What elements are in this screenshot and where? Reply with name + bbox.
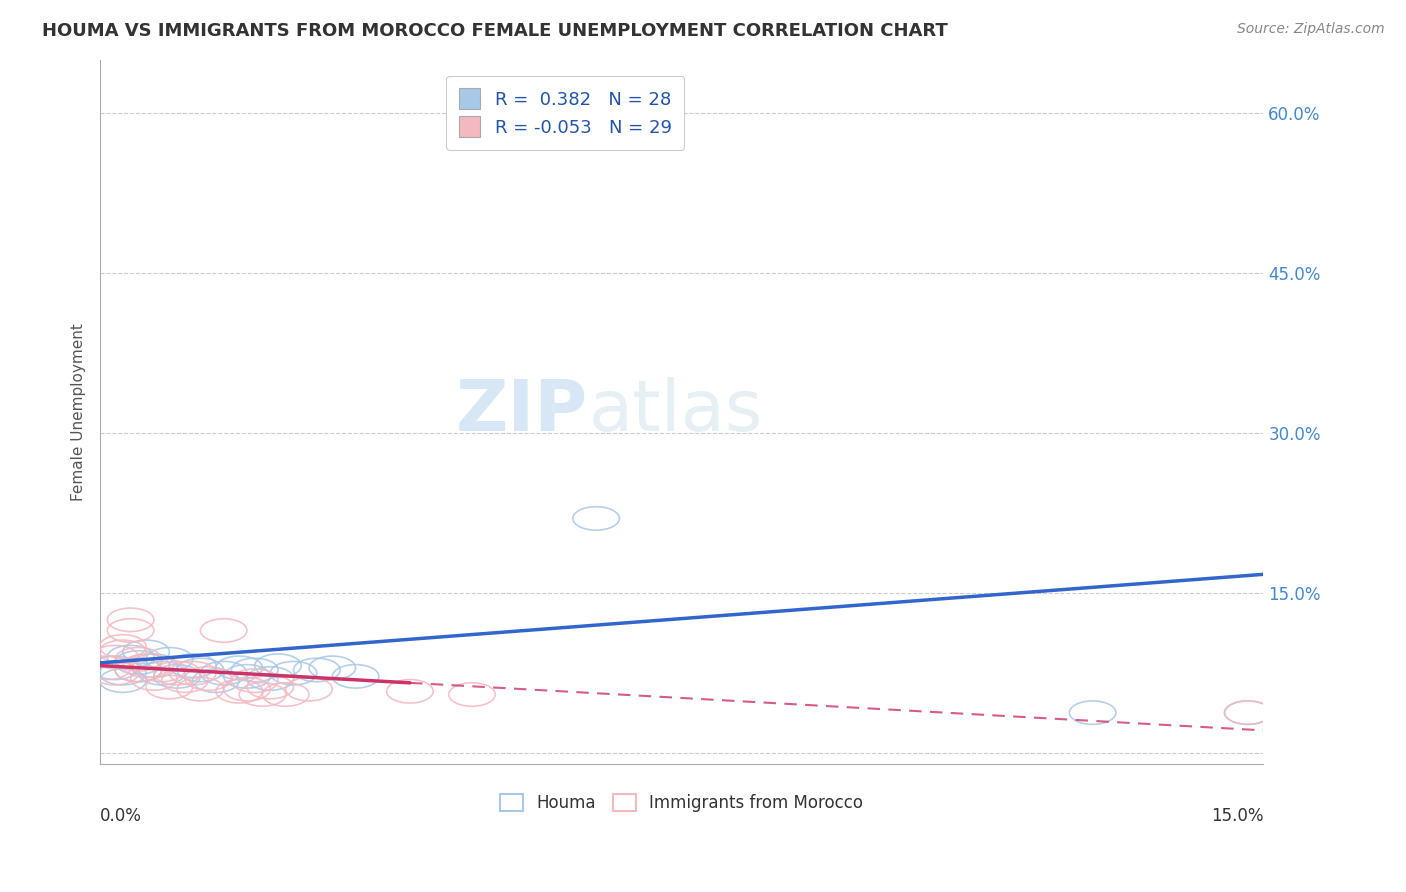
Text: 0.0%: 0.0%: [100, 806, 142, 824]
Text: atlas: atlas: [588, 377, 762, 446]
Text: 15.0%: 15.0%: [1211, 806, 1264, 824]
Text: HOUMA VS IMMIGRANTS FROM MOROCCO FEMALE UNEMPLOYMENT CORRELATION CHART: HOUMA VS IMMIGRANTS FROM MOROCCO FEMALE …: [42, 22, 948, 40]
Legend: Houma, Immigrants from Morocco: Houma, Immigrants from Morocco: [494, 788, 870, 819]
Y-axis label: Female Unemployment: Female Unemployment: [72, 323, 86, 500]
Text: ZIP: ZIP: [456, 377, 588, 446]
Text: Source: ZipAtlas.com: Source: ZipAtlas.com: [1237, 22, 1385, 37]
